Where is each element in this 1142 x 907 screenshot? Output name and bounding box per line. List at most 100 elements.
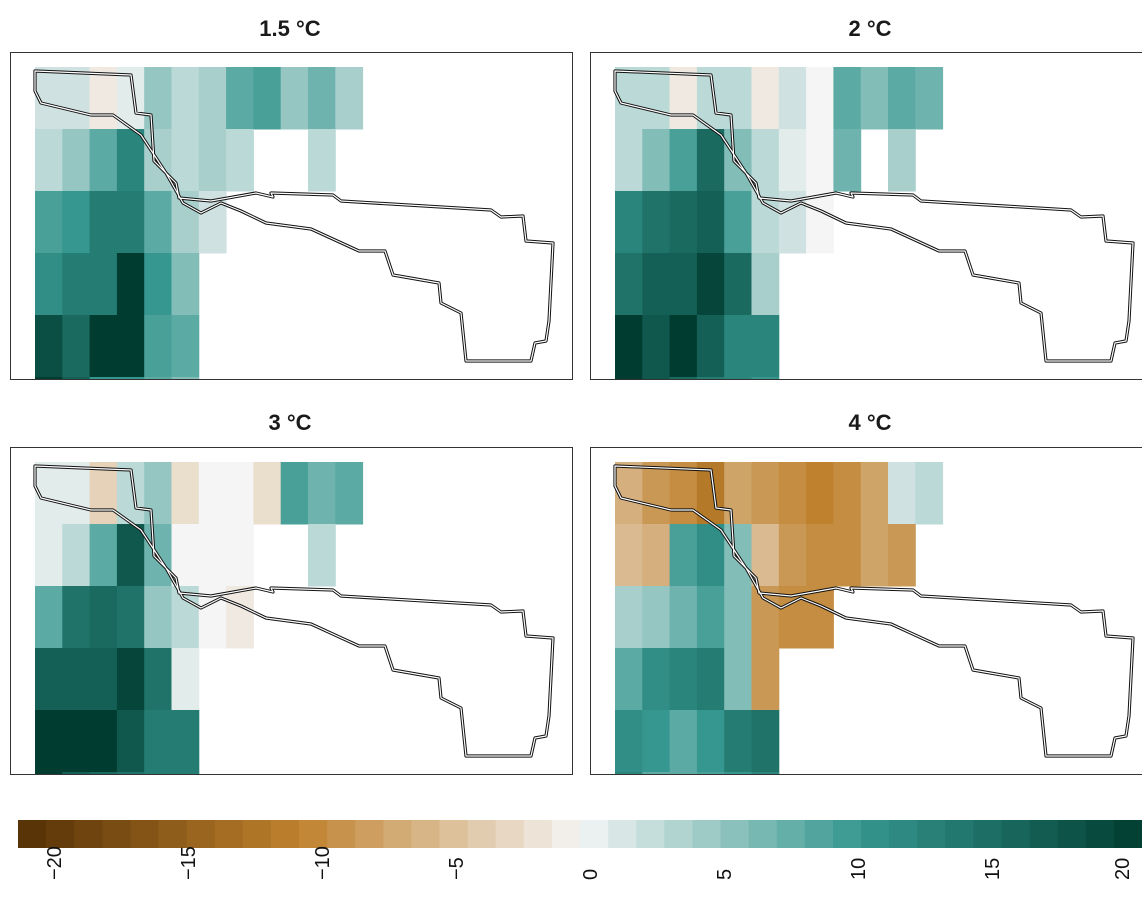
grid-cell	[669, 315, 698, 378]
grid-cell	[669, 710, 698, 773]
region-boundary-inner	[614, 70, 1134, 362]
map-panel-2c	[590, 52, 1142, 380]
grid-cell	[89, 648, 118, 711]
grid-cell	[642, 253, 671, 316]
grid-cell	[116, 315, 145, 378]
color-scale-step	[467, 820, 497, 848]
grid-cell	[751, 67, 780, 130]
color-scale-step	[327, 820, 356, 848]
color-scale-step	[636, 820, 665, 848]
grid-cell	[615, 315, 643, 378]
grid-cell	[642, 129, 671, 192]
color-scale-step	[748, 820, 778, 848]
grid-cell	[915, 462, 944, 525]
grid-cell	[116, 253, 145, 316]
grid-cell	[116, 648, 145, 711]
grid-cell	[751, 253, 780, 316]
map-2c	[613, 67, 1135, 379]
grid-cell	[724, 67, 752, 130]
grid-cell	[171, 462, 200, 525]
color-scale-step	[861, 820, 890, 848]
grid-cell	[833, 129, 862, 192]
grid-cell	[642, 67, 671, 130]
color-scale-step	[411, 820, 441, 848]
grid-cell	[669, 772, 698, 774]
grid-cell	[778, 67, 807, 130]
grid-cell	[724, 315, 752, 378]
grid-cell	[171, 253, 200, 316]
color-scale-step	[917, 820, 946, 848]
grid-cell	[669, 586, 698, 649]
grid-cell	[751, 710, 780, 773]
color-scale-step	[1057, 820, 1087, 848]
grid-cell	[669, 253, 698, 316]
grid-cell	[696, 648, 725, 711]
color-scale-step	[1085, 820, 1115, 848]
grid-cell	[615, 253, 643, 316]
grid-cell	[226, 462, 254, 525]
grid-cell	[253, 462, 282, 525]
color-scale-step	[523, 820, 553, 848]
grid-cell	[171, 377, 200, 379]
grid-cell	[915, 67, 944, 130]
grid-cell	[833, 524, 862, 587]
grid-cell	[806, 586, 834, 649]
grid-cell	[171, 67, 200, 130]
grid-cell	[615, 772, 643, 774]
grid-cell	[888, 67, 916, 130]
grid-cell	[62, 710, 91, 773]
grid-cell	[144, 191, 172, 254]
color-scale-step	[186, 820, 216, 848]
grid-cell	[62, 524, 91, 587]
grid-cell	[171, 710, 200, 773]
color-scale-step	[270, 820, 300, 848]
map-panel-4c	[590, 447, 1142, 775]
grid-cell	[35, 191, 63, 254]
region-boundary-inner	[614, 465, 1134, 757]
grid-cell	[751, 191, 780, 254]
grid-cell	[144, 648, 172, 711]
grid-cell	[642, 586, 671, 649]
grid-cell	[888, 129, 916, 192]
grid-cell	[171, 315, 200, 378]
grid-cell	[335, 462, 364, 525]
color-scale-step	[299, 820, 328, 848]
grid-cell	[696, 129, 725, 192]
color-scale-step	[608, 820, 637, 848]
grid-cell	[833, 67, 862, 130]
grid-cell	[778, 129, 807, 192]
grid-cell	[35, 586, 63, 649]
grid-cell	[806, 129, 834, 192]
color-scale-step	[945, 820, 974, 848]
grid-cell	[335, 67, 364, 130]
map-panel-3c	[10, 447, 573, 775]
grid-cell	[642, 772, 671, 774]
grid-cell	[751, 462, 780, 525]
color-scale-step	[1029, 820, 1059, 848]
grid-cell	[171, 586, 200, 649]
grid-cell	[89, 710, 118, 773]
grid-cell	[751, 315, 780, 378]
grid-cell	[198, 67, 227, 130]
panel-title-2c: 2 °C	[848, 16, 892, 41]
panel-title-4c: 4 °C	[848, 410, 892, 435]
grid-cell	[615, 377, 643, 379]
grid-cell	[35, 377, 63, 379]
grid-cell	[724, 648, 752, 711]
map-4c	[613, 462, 1135, 774]
grid-cell	[144, 462, 172, 525]
grid-cell	[724, 253, 752, 316]
grid-cell	[724, 586, 752, 649]
grid-cell	[642, 648, 671, 711]
grid-cell	[642, 377, 671, 379]
grid-cell	[35, 524, 63, 587]
region-boundary-inner	[34, 70, 554, 362]
color-scale-step	[158, 820, 188, 848]
grid-cell	[35, 315, 63, 378]
grid-cell	[226, 129, 254, 192]
legend-tick-label: −10	[312, 846, 334, 880]
legend-tick-label: −5	[446, 857, 468, 880]
grid-cell	[116, 710, 145, 773]
color-scale-step	[664, 820, 693, 848]
grid-cell	[144, 710, 172, 773]
